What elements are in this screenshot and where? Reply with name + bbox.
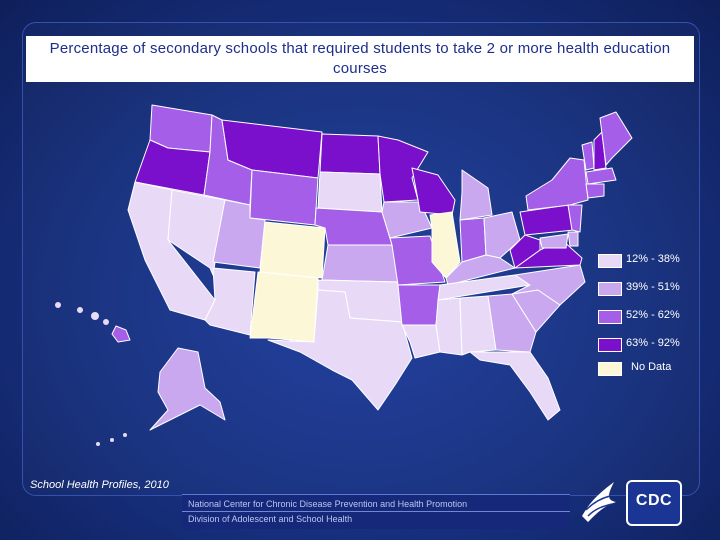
state-NJ	[567, 204, 583, 233]
state-MO	[389, 235, 446, 286]
state-AR	[397, 284, 441, 326]
cdc-logo: CDC	[626, 480, 682, 526]
state-IN	[459, 217, 487, 263]
islands	[55, 302, 127, 446]
state-NY	[525, 157, 589, 211]
legend-item: 63% - 92%	[598, 336, 708, 352]
footer-divider	[182, 511, 570, 512]
legend-swatch	[598, 310, 622, 324]
legend-label: No Data	[631, 361, 672, 373]
state-HI	[111, 325, 131, 343]
state-AK	[149, 347, 226, 431]
legend-item: 52% - 62%	[598, 308, 708, 324]
state-MN	[377, 135, 429, 203]
state-NM	[249, 271, 319, 343]
footer-bar: National Center for Chronic Disease Prev…	[182, 494, 570, 529]
legend-label: 12% - 38%	[626, 253, 680, 265]
state-WV	[509, 234, 541, 269]
state-CO	[259, 221, 326, 279]
state-ME	[599, 111, 633, 166]
state-LA	[401, 324, 441, 359]
legend-item: 39% - 51%	[598, 280, 708, 296]
legend-swatch	[598, 282, 622, 296]
title-card: Percentage of secondary schools that req…	[26, 36, 694, 82]
legend-label: 63% - 92%	[626, 337, 680, 349]
state-GA	[487, 293, 537, 353]
legend-item: 12% - 38%	[598, 252, 708, 268]
legend-swatch	[598, 254, 622, 268]
footer-center-name: National Center for Chronic Disease Prev…	[188, 499, 468, 509]
state-MS	[435, 297, 463, 356]
aleutian-island-2	[110, 438, 114, 442]
state-NC	[511, 264, 586, 306]
cdc-logo-text: CDC	[635, 492, 673, 509]
legend-swatch	[598, 338, 622, 352]
state-SD	[317, 171, 383, 213]
state-TX	[267, 289, 413, 411]
state-OH	[483, 211, 521, 259]
map-title: Percentage of secondary schools that req…	[49, 40, 671, 77]
state-MD	[539, 233, 569, 249]
state-NE	[314, 207, 393, 246]
state-AL	[459, 295, 497, 356]
footer-division-name: Division of Adolescent and School Health	[188, 514, 353, 524]
hawaii-island-3	[91, 312, 99, 320]
source-note: School Health Profiles, 2010	[30, 479, 169, 491]
legend-item: No Data	[598, 360, 708, 376]
hawaii-island-1	[55, 302, 61, 308]
state-CT	[585, 183, 605, 199]
legend-label: 52% - 62%	[626, 309, 680, 321]
hawaii-island-2	[77, 307, 83, 313]
state-WY	[249, 169, 319, 226]
hhs-eagle-logo	[582, 482, 616, 522]
hawaii-island-4	[103, 319, 109, 325]
state-KS	[321, 244, 399, 283]
state-AZ	[204, 267, 256, 336]
legend-swatch	[598, 362, 622, 376]
state-MI	[459, 169, 493, 221]
state-UT	[212, 199, 266, 269]
legend-label: 39% - 51%	[626, 281, 680, 293]
state-FL	[469, 351, 561, 421]
state-DE	[567, 231, 579, 247]
aleutian-island-1	[123, 433, 127, 437]
aleutian-island-3	[96, 442, 100, 446]
state-MA	[585, 167, 617, 185]
state-ND	[319, 133, 381, 175]
state-NV	[167, 189, 226, 276]
